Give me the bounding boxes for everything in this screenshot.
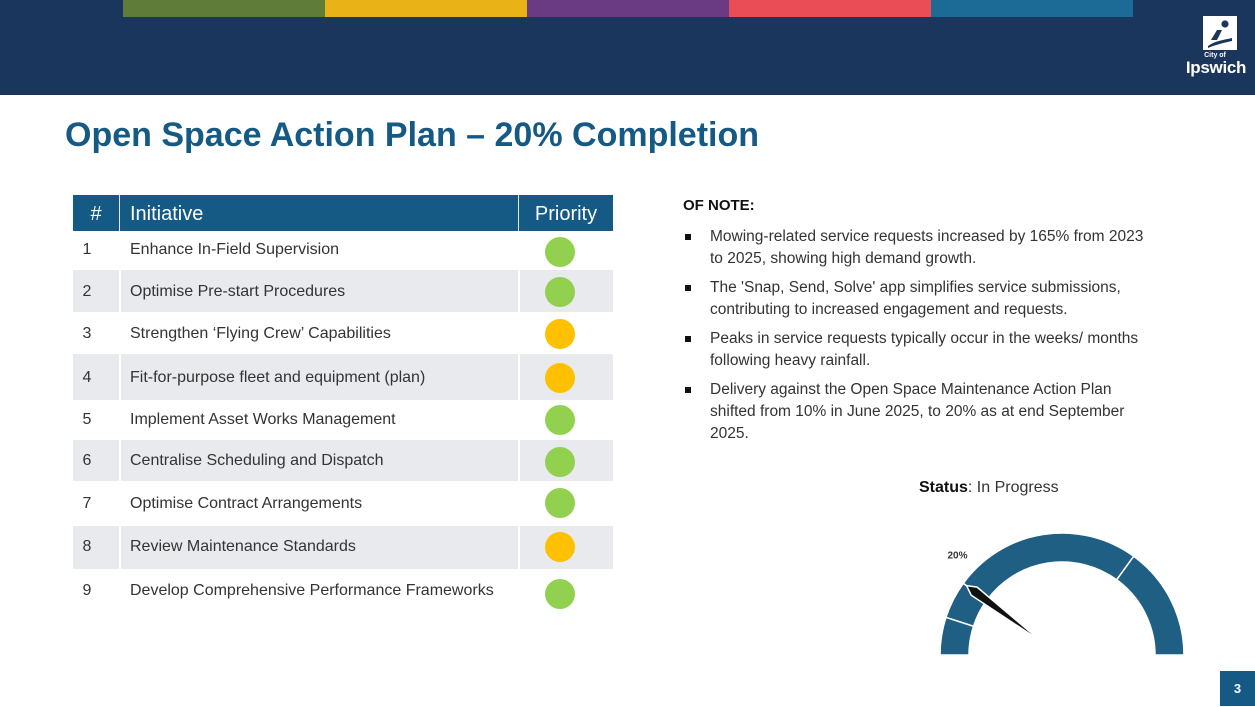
row-initiative: Review Maintenance Standards xyxy=(130,538,356,555)
gauge-needle xyxy=(965,584,1043,643)
brand-stripe xyxy=(527,0,729,17)
page-number: 3 xyxy=(1220,671,1255,706)
priority-indicator xyxy=(545,319,575,349)
row-number: 9 xyxy=(82,582,92,599)
table-row: 1 Enhance In-Field Supervision xyxy=(73,231,613,270)
row-number: 6 xyxy=(82,452,92,469)
note-item: Delivery against the Open Space Maintena… xyxy=(683,379,1153,445)
completion-gauge: 20% xyxy=(939,532,1185,656)
note-text: Delivery against the Open Space Maintena… xyxy=(710,381,1125,442)
row-number: 7 xyxy=(82,495,92,512)
row-initiative: Fit-for-purpose fleet and equipment (pla… xyxy=(130,369,426,386)
status-value: : In Progress xyxy=(967,479,1059,496)
note-item: Mowing-related service requests increase… xyxy=(683,226,1153,270)
brand-stripe xyxy=(123,0,325,17)
table-row: 8 Review Maintenance Standards xyxy=(73,526,613,569)
row-initiative: Implement Asset Works Management xyxy=(130,411,396,428)
row-initiative: Strengthen ‘Flying Crew’ Capabilities xyxy=(130,325,391,342)
gauge-segment xyxy=(1115,555,1185,656)
bullet-icon xyxy=(685,234,691,240)
priority-indicator xyxy=(545,447,575,477)
header-priority: Priority xyxy=(534,203,598,225)
city-logo[interactable]: City of Ipswich xyxy=(1185,14,1247,80)
logo-mark-icon xyxy=(1203,16,1237,50)
bullet-icon xyxy=(685,336,691,342)
status-label: Status xyxy=(919,479,968,496)
table-row: 2 Optimise Pre-start Procedures xyxy=(73,270,613,312)
brand-stripe xyxy=(931,0,1133,17)
brand-stripe xyxy=(325,0,527,17)
page-title: Open Space Action Plan – 20% Completion xyxy=(65,116,759,154)
priority-indicator xyxy=(545,532,575,562)
table-header: # Initiative Priority xyxy=(73,195,613,231)
logo-small-text: City of xyxy=(1204,52,1226,59)
row-initiative: Optimise Pre-start Procedures xyxy=(130,283,346,300)
row-number: 5 xyxy=(82,411,92,428)
priority-indicator xyxy=(545,488,575,518)
row-number: 4 xyxy=(82,369,92,386)
row-number: 3 xyxy=(82,325,92,342)
priority-indicator xyxy=(545,277,575,307)
header-bar: City of Ipswich xyxy=(0,0,1255,95)
gauge-value-label: 20% xyxy=(947,550,967,561)
logo-text: Ipswich xyxy=(1185,58,1247,77)
bullet-icon xyxy=(685,387,691,393)
brand-stripe xyxy=(729,0,931,17)
row-initiative: Develop Comprehensive Performance Framew… xyxy=(130,582,494,599)
gauge-segment xyxy=(962,532,1135,602)
note-item: The 'Snap, Send, Solve' app simplifies s… xyxy=(683,277,1153,321)
note-item: Peaks in service requests typically occu… xyxy=(683,328,1153,372)
row-number: 1 xyxy=(82,241,92,258)
table-row: 3 Strengthen ‘Flying Crew’ Capabilities xyxy=(73,312,613,354)
notes-list: Mowing-related service requests increase… xyxy=(683,226,1153,452)
notes-heading: OF NOTE: xyxy=(683,197,755,214)
initiatives-table: # Initiative Priority 1 Enhance In-Field … xyxy=(73,195,613,616)
table-row: 6 Centralise Scheduling and Dispatch xyxy=(73,440,613,481)
row-initiative: Optimise Contract Arrangements xyxy=(130,495,363,512)
table-row: 5 Implement Asset Works Management xyxy=(73,400,613,440)
table-row: 7 Optimise Contract Arrangements xyxy=(73,481,613,526)
note-text: Peaks in service requests typically occu… xyxy=(710,330,1139,369)
row-initiative: Centralise Scheduling and Dispatch xyxy=(130,452,384,469)
priority-indicator xyxy=(545,405,575,435)
row-number: 2 xyxy=(82,283,92,300)
header-initiative: Initiative xyxy=(130,203,204,225)
header-number: # xyxy=(90,203,102,225)
table-row: 9 Develop Comprehensive Performance Frame… xyxy=(73,569,613,616)
row-initiative: Enhance In-Field Supervision xyxy=(130,241,340,258)
priority-indicator xyxy=(545,237,575,267)
note-text: The 'Snap, Send, Solve' app simplifies s… xyxy=(710,279,1121,318)
note-text: Mowing-related service requests increase… xyxy=(710,228,1144,267)
priority-indicator xyxy=(545,363,575,393)
table-row: 4 Fit-for-purpose fleet and equipment (pl… xyxy=(73,354,613,400)
row-number: 8 xyxy=(82,538,92,555)
priority-indicator xyxy=(545,579,575,609)
status-line: Status: In Progress xyxy=(919,479,1059,497)
bullet-icon xyxy=(685,285,691,291)
table-body: 1 Enhance In-Field Supervision 2 Optimise P… xyxy=(73,231,613,616)
